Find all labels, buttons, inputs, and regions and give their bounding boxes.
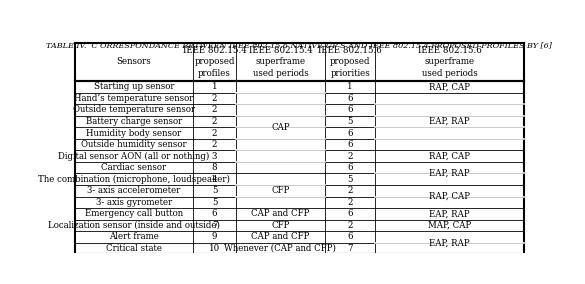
Text: 8: 8 — [212, 163, 218, 172]
Text: Outside temperature sensor: Outside temperature sensor — [73, 105, 195, 114]
Text: 6: 6 — [347, 140, 353, 149]
Text: Battery charge sensor: Battery charge sensor — [86, 117, 182, 126]
Text: 2: 2 — [347, 221, 353, 230]
Text: TABLE IV.  C ORRESPONDANCE BETWEEN IEEE 802.15.6 NATIVE UP S AND IEEE 802.15.4 P: TABLE IV. C ORRESPONDANCE BETWEEN IEEE 8… — [46, 42, 552, 50]
Text: CAP and CFP: CAP and CFP — [251, 209, 309, 218]
Text: 2: 2 — [212, 117, 217, 126]
Text: 10: 10 — [209, 244, 220, 253]
Text: Whenever (CAP and CFP): Whenever (CAP and CFP) — [225, 244, 336, 253]
Text: 6: 6 — [347, 94, 353, 103]
Text: 2: 2 — [347, 186, 353, 195]
Text: 7: 7 — [347, 244, 353, 253]
Text: Outside humidity sensor: Outside humidity sensor — [81, 140, 187, 149]
Text: 6: 6 — [347, 105, 353, 114]
Text: 2: 2 — [212, 140, 217, 149]
Text: MAP, CAP: MAP, CAP — [428, 221, 472, 230]
Text: IEEE 802.15.4
superframe
used periods: IEEE 802.15.4 superframe used periods — [249, 46, 312, 78]
Text: CFP: CFP — [271, 186, 290, 195]
Text: IEEE 802.15.4
proposed
profiles: IEEE 802.15.4 proposed profiles — [183, 46, 246, 78]
Text: 9: 9 — [212, 233, 217, 241]
Text: Starting up sensor: Starting up sensor — [94, 82, 174, 91]
Text: Emergency call button: Emergency call button — [85, 209, 183, 218]
Text: 2: 2 — [212, 105, 217, 114]
Text: IEEE 802.15.6
superframe
used periods: IEEE 802.15.6 superframe used periods — [418, 46, 481, 78]
Text: 5: 5 — [347, 175, 353, 184]
Text: Humidity body sensor: Humidity body sensor — [87, 129, 181, 137]
Text: 3- axis accelerometer: 3- axis accelerometer — [87, 186, 181, 195]
Text: EAP, RAP: EAP, RAP — [429, 238, 470, 247]
Text: 2: 2 — [212, 129, 217, 137]
Text: 5: 5 — [212, 198, 217, 207]
Text: 2: 2 — [347, 152, 353, 161]
Text: IEEE 802.15.6
proposed
priorities: IEEE 802.15.6 proposed priorities — [318, 46, 382, 78]
Text: 6: 6 — [347, 209, 353, 218]
Text: Sensors: Sensors — [116, 57, 152, 66]
Text: 6: 6 — [347, 129, 353, 137]
Text: Alert frame: Alert frame — [109, 233, 159, 241]
Text: CAP: CAP — [271, 123, 290, 132]
Text: Digital sensor AON (all or nothing): Digital sensor AON (all or nothing) — [58, 152, 209, 161]
Text: Critical state: Critical state — [106, 244, 162, 253]
Text: EAP, RAP: EAP, RAP — [429, 117, 470, 126]
Text: RAP, CAP: RAP, CAP — [429, 152, 470, 161]
Text: 4: 4 — [212, 175, 217, 184]
Text: EAP, RAP: EAP, RAP — [429, 209, 470, 218]
Text: Localization sensor (inside and outside): Localization sensor (inside and outside) — [48, 221, 220, 230]
Text: 2: 2 — [212, 94, 217, 103]
Text: RAP, CAP: RAP, CAP — [429, 192, 470, 201]
Text: The combination (microphone, loudspeaker): The combination (microphone, loudspeaker… — [38, 175, 230, 184]
Text: 2: 2 — [347, 198, 353, 207]
Text: 6: 6 — [212, 209, 217, 218]
Text: 6: 6 — [347, 233, 353, 241]
Text: CAP and CFP: CAP and CFP — [251, 233, 309, 241]
Text: 1: 1 — [212, 82, 218, 91]
Text: 7: 7 — [212, 221, 217, 230]
Text: 6: 6 — [347, 163, 353, 172]
Text: 3- axis gyrometer: 3- axis gyrometer — [96, 198, 172, 207]
Text: CFP: CFP — [271, 221, 290, 230]
Text: 1: 1 — [347, 82, 353, 91]
Text: EAP, RAP: EAP, RAP — [429, 169, 470, 178]
Text: 5: 5 — [212, 186, 217, 195]
Text: 3: 3 — [212, 152, 217, 161]
Text: Hand’s temperature sensor: Hand’s temperature sensor — [74, 94, 194, 103]
Text: RAP, CAP: RAP, CAP — [429, 82, 470, 91]
Text: 5: 5 — [347, 117, 353, 126]
Text: Cardiac sensor: Cardiac sensor — [101, 163, 167, 172]
